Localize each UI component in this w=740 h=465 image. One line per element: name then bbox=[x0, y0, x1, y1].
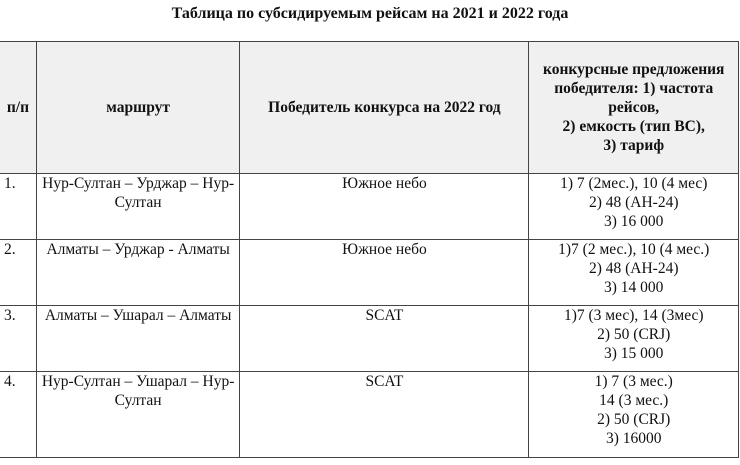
winner-cell: SCAT bbox=[239, 305, 530, 372]
offer-cell: 1)7 (2 мес.), 10 (4 мес.) 2) 48 (АН-24) … bbox=[528, 239, 739, 306]
winner-cell: Южное небо bbox=[239, 173, 530, 240]
row-number: 1. bbox=[0, 173, 37, 240]
header-offers: конкурсные предложения победителя: 1) ча… bbox=[528, 41, 739, 174]
document-title: Таблица по субсидируемым рейсам на 2021 … bbox=[171, 5, 569, 22]
table-row: 2. Алматы – Урджар - Алматы Южное небо 1… bbox=[0, 239, 739, 306]
route-cell: Нур-Султан – Урджар – Нур-Султан bbox=[35, 173, 241, 240]
offer-cell: 1)7 (3 мес), 14 (3мес) 2) 50 (CRJ) 3) 15… bbox=[528, 305, 739, 372]
winner-cell: Южное небо bbox=[239, 239, 530, 306]
row-number: 3. bbox=[0, 305, 37, 372]
offer-cell: 1) 7 (3 мес.) 14 (3 мес.) 2) 50 (CRJ) 3)… bbox=[528, 371, 739, 458]
header-number: п/п bbox=[0, 41, 37, 174]
route-cell: Алматы – Урджар - Алматы bbox=[35, 239, 241, 306]
header-row: п/п маршрут Победитель конкурса на 2022 … bbox=[0, 41, 739, 174]
table-row: 4. Нур-Султан – Ушарал – Нур-Султан SCAT… bbox=[0, 371, 739, 458]
header-winner: Победитель конкурса на 2022 год bbox=[239, 41, 530, 174]
row-number: 4. bbox=[0, 371, 37, 458]
route-cell: Нур-Султан – Ушарал – Нур-Султан bbox=[35, 371, 241, 458]
header-route: маршрут bbox=[35, 41, 241, 174]
table-row: 1. Нур-Султан – Урджар – Нур-Султан Южно… bbox=[0, 173, 739, 240]
winner-cell: SCAT bbox=[239, 371, 530, 458]
route-cell: Алматы – Ушарал – Алматы bbox=[35, 305, 241, 372]
subsidized-flights-table: п/п маршрут Победитель конкурса на 2022 … bbox=[0, 41, 739, 458]
table-row: 3. Алматы – Ушарал – Алматы SCAT 1)7 (3 … bbox=[0, 305, 739, 372]
row-number: 2. bbox=[0, 239, 37, 306]
offer-cell: 1) 7 (2мес.), 10 (4 мес) 2) 48 (АН-24) 3… bbox=[528, 173, 739, 240]
